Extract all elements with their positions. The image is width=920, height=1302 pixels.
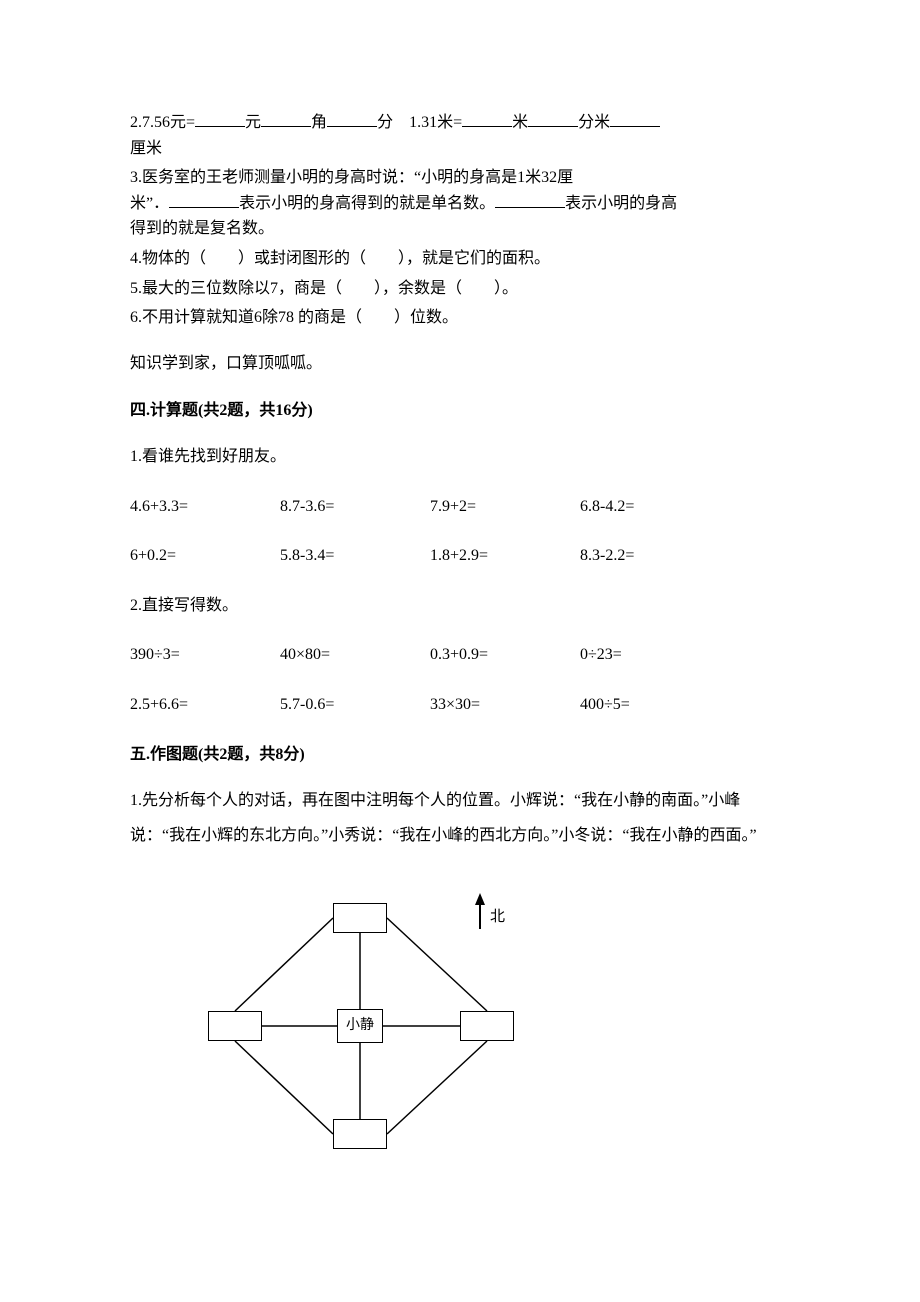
center-label: 小静 xyxy=(346,1015,374,1037)
calc-item: 6+0.2= xyxy=(130,543,280,569)
s5-title: 五.作图题(共2题，共8分) xyxy=(130,746,305,763)
box-left xyxy=(208,1011,262,1041)
north-text: 北 xyxy=(490,909,505,925)
question-4: 4.物体的（ ）或封闭图形的（ ），就是它们的面积。 xyxy=(130,246,790,272)
question-5: 5.最大的三位数除以7，商是（ ），余数是（ ）。 xyxy=(130,276,790,302)
calc1-row2: 6+0.2= 5.8-3.4= 1.8+2.9= 8.3-2.2= xyxy=(130,543,790,569)
q2-unit6: 厘米 xyxy=(130,140,162,157)
q3-line2a: 米”． xyxy=(130,195,169,212)
calc-item: 8.7-3.6= xyxy=(280,494,430,520)
box-right xyxy=(460,1011,514,1041)
note: 知识学到家，口算顶呱呱。 xyxy=(130,355,322,372)
q3-line1: 3.医务室的王老师测量小明的身高时说：“小明的身高是1米32厘 xyxy=(130,169,573,186)
calc-item: 0÷23= xyxy=(580,642,730,668)
question-6: 6.不用计算就知道6除78 的商是（ ）位数。 xyxy=(130,305,790,331)
blank xyxy=(528,111,578,127)
q5-text: 5.最大的三位数除以7，商是（ ），余数是（ ）。 xyxy=(130,280,518,297)
calc-item: 40×80= xyxy=(280,642,430,668)
q2-unit2: 角 xyxy=(311,114,327,131)
q2-mid: 1.31米= xyxy=(409,114,462,131)
q2-unit4: 米 xyxy=(512,114,528,131)
north-label: 北 xyxy=(490,905,505,929)
calc-item: 33×30= xyxy=(430,692,580,718)
blank xyxy=(462,111,512,127)
section-5-title: 五.作图题(共2题，共8分) xyxy=(130,742,790,768)
calc1-title: 1.看谁先找到好朋友。 xyxy=(130,444,790,470)
calc1-row1: 4.6+3.3= 8.7-3.6= 7.9+2= 6.8-4.2= xyxy=(130,494,790,520)
calc2-row1: 390÷3= 40×80= 0.3+0.9= 0÷23= xyxy=(130,642,790,668)
q3-line3: 得到的就是复名数。 xyxy=(130,220,274,237)
calc-item: 8.3-2.2= xyxy=(580,543,730,569)
calc-item: 2.5+6.6= xyxy=(130,692,280,718)
drawing-1-text: 1.先分析每个人的对话，再在图中注明每个人的位置。小辉说：“我在小静的南面。”小… xyxy=(130,783,790,853)
c1-title: 1.看谁先找到好朋友。 xyxy=(130,448,286,465)
calc-item: 5.8-3.4= xyxy=(280,543,430,569)
calc-item: 1.8+2.9= xyxy=(430,543,580,569)
q6-text: 6.不用计算就知道6除78 的商是（ ）位数。 xyxy=(130,309,458,326)
blank xyxy=(327,111,377,127)
q4-text: 4.物体的（ ）或封闭图形的（ ），就是它们的面积。 xyxy=(130,250,550,267)
calc2-row2: 2.5+6.6= 5.7-0.6= 33×30= 400÷5= xyxy=(130,692,790,718)
section-4-title: 四.计算题(共2题，共16分) xyxy=(130,398,790,424)
question-3: 3.医务室的王老师测量小明的身高时说：“小明的身高是1米32厘 米”． 表示小明的… xyxy=(130,165,790,242)
calc-item: 5.7-0.6= xyxy=(280,692,430,718)
calc-item: 400÷5= xyxy=(580,692,730,718)
blank xyxy=(261,111,311,127)
box-bottom xyxy=(333,1119,387,1149)
calc-item: 7.9+2= xyxy=(430,494,580,520)
q3-line2b: 表示小明的身高得到的就是单名数。 xyxy=(239,195,495,212)
q2-unit3: 分 xyxy=(377,114,393,131)
calc-item: 390÷3= xyxy=(130,642,280,668)
calc-item: 4.6+3.3= xyxy=(130,494,280,520)
calc-item: 6.8-4.2= xyxy=(580,494,730,520)
blank xyxy=(195,111,245,127)
s4-title: 四.计算题(共2题，共16分) xyxy=(130,402,313,419)
question-2: 2.7.56元= 元 角 分 1.31米= 米 分米 厘米 xyxy=(130,110,790,161)
box-center: 小静 xyxy=(337,1009,383,1043)
c2-title: 2.直接写得数。 xyxy=(130,597,238,614)
q2-unit1: 元 xyxy=(245,114,261,131)
blank xyxy=(495,192,565,208)
blank xyxy=(610,111,660,127)
position-diagram: 小静 北 xyxy=(190,883,530,1173)
calc2-title: 2.直接写得数。 xyxy=(130,593,790,619)
q3-line2c: 表示小明的身高 xyxy=(565,195,677,212)
box-top xyxy=(333,903,387,933)
note-text: 知识学到家，口算顶呱呱。 xyxy=(130,351,790,377)
blank xyxy=(169,192,239,208)
d1-text: 1.先分析每个人的对话，再在图中注明每个人的位置。小辉说：“我在小静的南面。”小… xyxy=(130,792,757,844)
calc-item: 0.3+0.9= xyxy=(430,642,580,668)
q2-prefix: 2.7.56元= xyxy=(130,114,195,131)
q2-unit5: 分米 xyxy=(578,114,610,131)
